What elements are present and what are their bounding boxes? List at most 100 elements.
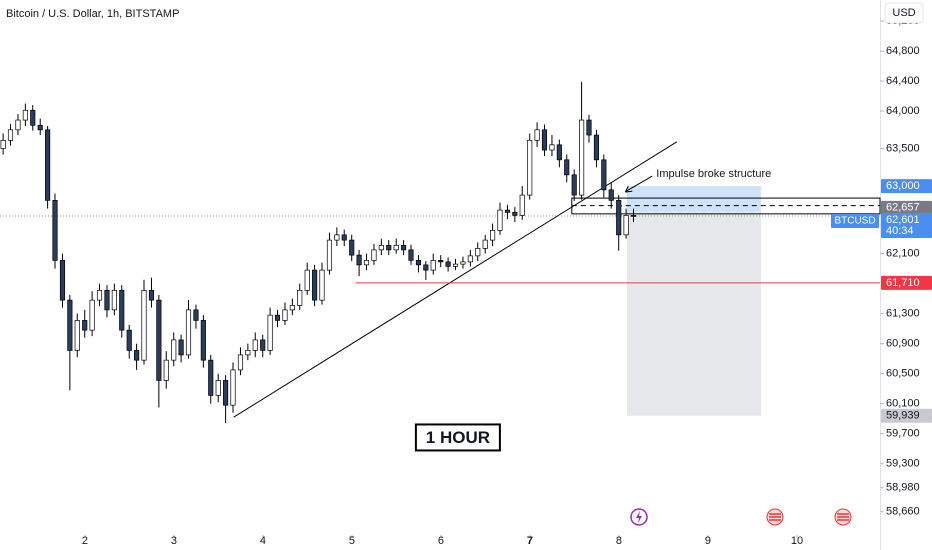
candle-body [467,255,473,263]
price-label-box [881,408,932,423]
price-label-box [881,179,932,194]
target-zone [626,186,761,212]
price-label: 63,000 [886,180,920,192]
candle-body [482,239,488,249]
candle-body [237,354,244,371]
candle-body [438,260,444,263]
candle-body [349,239,355,256]
candle-body [282,309,288,321]
y-tick-label: 61,300 [886,308,920,320]
currency-button[interactable] [884,2,924,24]
candle-body [401,245,407,251]
x-tick-label: 5 [349,535,355,547]
label-box [414,423,501,452]
x-tick-label: 6 [438,535,444,547]
candle-body [549,144,555,151]
candle-body [504,209,511,213]
candle-body [15,119,21,131]
y-tick-label: 60,900 [886,338,920,350]
candle-body [230,369,236,406]
candle-body [564,159,570,176]
candle-body [67,299,73,351]
event-icons [630,508,852,526]
symbol-label: BTCUSD [834,216,875,227]
x-tick-label: 4 [260,535,266,547]
candle-body [534,129,540,141]
candle-body [341,234,347,241]
candle-body [579,119,585,196]
candle-body [163,359,169,381]
candle-body [623,215,629,236]
candle-body [96,290,103,301]
candle-body [193,309,199,321]
candle-body [475,248,481,257]
candle-body [386,245,392,251]
y-tick-label: 58,660 [886,506,920,518]
candle-body [0,139,6,149]
event-icon-bolt [636,511,642,523]
candle-body [326,239,333,271]
y-tick-label: 64,400 [886,75,920,87]
y-tick-label: 59,300 [886,458,920,470]
countdown: 40:34 [886,225,914,237]
candle-body [289,305,295,311]
candle-body [586,119,592,136]
y-tick-label: 64,800 [886,45,920,57]
candle-body [363,260,370,266]
candle-body [223,380,229,406]
candle-body [7,129,14,141]
candle-body [460,261,466,265]
x-tick-label: 8 [616,535,622,547]
annotation-arrow [626,175,653,192]
candle-body [89,299,95,331]
candle-body [185,309,192,356]
y-tick-label: 64,000 [886,105,920,117]
candle-body [30,109,36,126]
candle-body [156,299,162,381]
candle-body [111,290,117,311]
currency[interactable]: USD [892,7,915,19]
candle-body [393,245,399,251]
candle-body [45,129,51,201]
candle-body [445,261,451,267]
candle-body [630,215,637,217]
flag-stripes [769,513,781,521]
candle-body [319,269,325,301]
arrow-head [624,185,633,193]
y-tick-label: 58,980 [886,482,920,494]
price-label: 61,710 [886,277,920,289]
candle-body [415,260,422,266]
candle-body [37,124,43,131]
candle-body [430,260,436,271]
candle-body [267,314,273,351]
candle-body [59,260,66,301]
candle-body [82,320,88,331]
candle-body [304,269,310,291]
candle-body [171,339,177,361]
price-label-box [881,275,932,290]
candle-body [490,230,496,241]
candle-body [601,159,607,191]
candle-body [423,264,429,271]
x-tick-label: 2 [82,535,88,547]
y-tick-label: 62,100 [886,248,920,260]
x-tick-label: 9 [705,535,711,547]
candle-body [378,245,384,251]
y-tick-label: 60,500 [886,368,920,380]
candle-body [312,269,318,301]
candle-body [593,134,600,161]
candle-body [371,249,377,261]
y-tick-label: 59,700 [886,428,920,440]
candle-body [497,209,503,231]
candle-body [104,290,110,311]
candle-body [126,329,132,351]
timeframe-label: 1 HOUR [426,428,490,447]
price-label-box [881,213,932,239]
chart-title: Bitcoin / U.S. Dollar, 1h, BITSTAMP [6,8,179,20]
candle-body [22,109,28,121]
x-tick-label: 7 [527,535,533,547]
candle-body [178,339,184,356]
y-tick-label: 60,100 [886,398,920,410]
